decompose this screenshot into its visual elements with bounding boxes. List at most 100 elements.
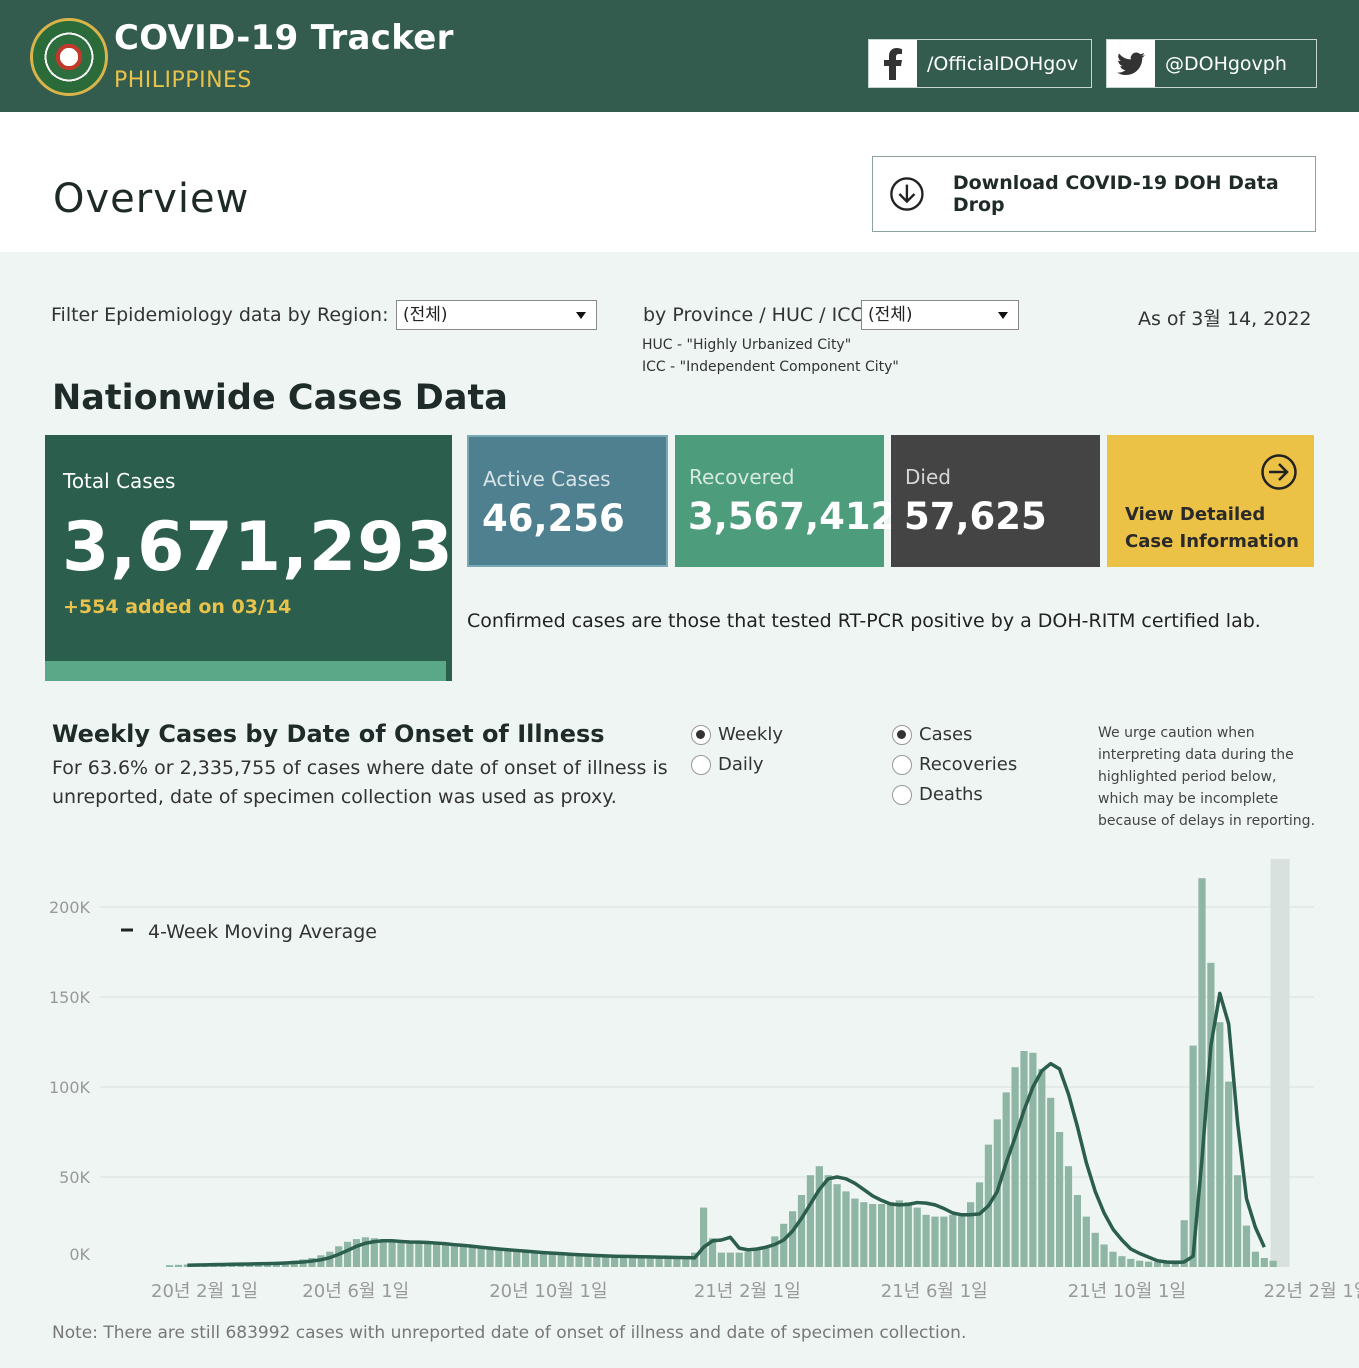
- bar: [646, 1257, 654, 1267]
- bar: [860, 1202, 868, 1267]
- y-tick-label: 200K: [49, 898, 91, 917]
- active-cases-label: Active Cases: [483, 467, 611, 491]
- bar: [379, 1239, 387, 1267]
- facebook-link[interactable]: /OfficialDOHgov: [868, 39, 1092, 88]
- province-select[interactable]: (전체): [861, 300, 1019, 330]
- province-select-value: (전체): [868, 305, 913, 325]
- app-subtitle: PHILIPPINES: [114, 68, 252, 93]
- download-data-button[interactable]: Download COVID-19 DOH Data Drop: [872, 156, 1316, 232]
- bar: [1216, 1022, 1224, 1267]
- facebook-label: /OfficialDOHgov: [927, 52, 1079, 75]
- bar: [530, 1252, 539, 1267]
- y-tick-label: 0K: [69, 1245, 90, 1264]
- app-header: COVID-19 Tracker PHILIPPINES /OfficialDO…: [0, 0, 1359, 112]
- bar: [1020, 1051, 1028, 1267]
- bar: [975, 1182, 984, 1267]
- bar: [833, 1184, 841, 1267]
- bar: [940, 1216, 948, 1267]
- bar: [842, 1191, 850, 1267]
- bar: [1225, 1081, 1233, 1267]
- section-title: Nationwide Cases Data: [52, 378, 508, 418]
- x-tick-label: 21년 10월 1일: [1068, 1281, 1186, 1302]
- view-detailed-button[interactable]: View Detailed Case Information: [1107, 435, 1314, 567]
- y-tick-label: 150K: [49, 988, 91, 1007]
- chart-title: Weekly Cases by Date of Onset of Illness: [52, 720, 605, 748]
- recovered-card[interactable]: Recovered 3,567,412: [675, 435, 896, 567]
- bar: [1153, 1261, 1162, 1267]
- as-of-date: As of 3월 14, 2022: [1138, 308, 1312, 330]
- bar: [1136, 1260, 1144, 1267]
- highlight-band: [1270, 859, 1290, 1267]
- bar: [753, 1249, 761, 1267]
- download-icon: [890, 177, 924, 211]
- bar: [1002, 1092, 1010, 1267]
- bar: [851, 1198, 859, 1267]
- bar: [1091, 1232, 1099, 1267]
- bar: [762, 1246, 770, 1267]
- bar: [878, 1204, 886, 1267]
- radio-recoveries[interactable]: Recoveries: [892, 754, 1017, 775]
- bar: [949, 1214, 957, 1267]
- bar: [575, 1255, 583, 1267]
- radio-deaths[interactable]: Deaths: [892, 784, 983, 805]
- died-card[interactable]: Died 57,625: [891, 435, 1100, 567]
- region-select-value: (전체): [403, 305, 448, 325]
- twitter-label: @DOHgovph: [1165, 52, 1287, 75]
- download-label: Download COVID-19 DOH Data Drop: [952, 172, 1279, 216]
- bar: [771, 1236, 779, 1267]
- bar: [1162, 1261, 1170, 1267]
- bar: [806, 1175, 814, 1267]
- bar: [406, 1240, 414, 1267]
- bar: [352, 1239, 361, 1267]
- huc-note: HUC - "Highly Urbanized City": [642, 337, 852, 353]
- bar: [477, 1248, 485, 1267]
- bar: [513, 1251, 521, 1267]
- doh-logo: [30, 18, 108, 96]
- radio-daily[interactable]: Daily: [691, 754, 764, 775]
- radio-weekly-label: Weekly: [718, 724, 783, 745]
- bar: [584, 1255, 592, 1267]
- bar: [691, 1252, 699, 1267]
- bar: [504, 1250, 512, 1267]
- bar: [1038, 1069, 1046, 1267]
- active-cases-card[interactable]: Active Cases 46,256: [467, 435, 668, 567]
- bar: [717, 1252, 725, 1267]
- bar: [602, 1256, 610, 1267]
- bar: [557, 1254, 565, 1267]
- bar: [459, 1246, 467, 1267]
- twitter-link[interactable]: @DOHgovph: [1106, 39, 1317, 88]
- region-select[interactable]: (전체): [396, 300, 597, 330]
- bar: [450, 1245, 458, 1267]
- bar: [744, 1251, 752, 1267]
- y-tick-label: 50K: [59, 1168, 90, 1187]
- x-tick-label: 20년 2월 1일: [151, 1281, 258, 1302]
- bar: [361, 1237, 369, 1267]
- chevron-down-icon: [998, 312, 1008, 319]
- bar: [1047, 1097, 1055, 1267]
- bar: [1118, 1256, 1126, 1267]
- radio-deaths-label: Deaths: [919, 784, 983, 805]
- radio-cases[interactable]: Cases: [892, 724, 972, 745]
- radio-weekly[interactable]: Weekly: [691, 724, 783, 745]
- bar: [789, 1211, 797, 1267]
- bar: [904, 1202, 912, 1267]
- bar: [548, 1254, 556, 1267]
- recovered-label: Recovered: [689, 465, 795, 489]
- bar: [1234, 1175, 1242, 1267]
- icc-note: ICC - "Independent Component City": [642, 359, 899, 375]
- bar: [468, 1247, 476, 1267]
- bar: [673, 1257, 681, 1267]
- bar: [958, 1213, 966, 1267]
- died-value: 57,625: [904, 495, 1047, 538]
- bar: [495, 1249, 503, 1267]
- bar: [913, 1207, 921, 1267]
- bar: [1100, 1244, 1108, 1267]
- total-cases-added: +554 added on 03/14: [63, 596, 292, 618]
- bar: [1109, 1251, 1117, 1267]
- province-filter-label: by Province / HUC / ICC:: [643, 304, 871, 326]
- bar: [593, 1256, 601, 1267]
- bar: [415, 1241, 423, 1267]
- bar: [780, 1223, 788, 1267]
- x-tick-label: 22년 2월 1일: [1264, 1281, 1359, 1302]
- bar: [522, 1252, 530, 1267]
